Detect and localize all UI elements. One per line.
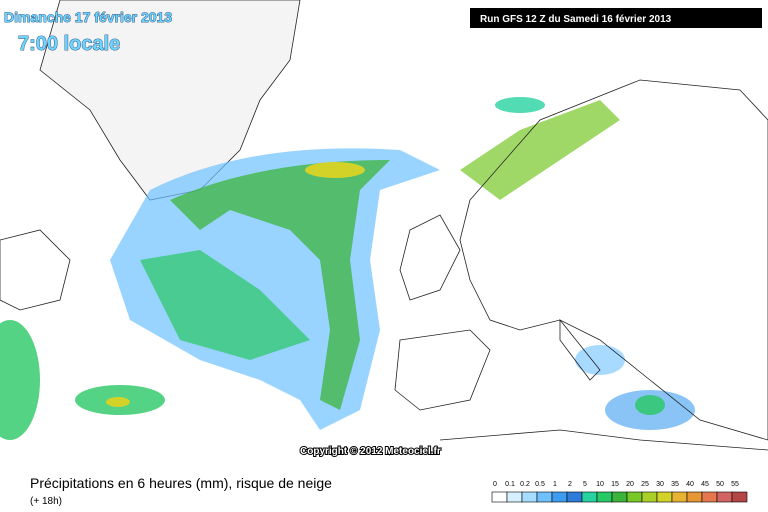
legend-swatch — [716, 491, 733, 503]
legend-label: 15 — [611, 481, 619, 488]
legend-swatch — [641, 491, 658, 503]
precip-green — [0, 320, 40, 440]
precip-core — [106, 397, 130, 407]
precip-green — [495, 97, 545, 113]
legend-label: 2 — [568, 481, 572, 488]
legend-swatch — [536, 491, 553, 503]
legend-label: 40 — [686, 481, 694, 488]
legend-swatch — [581, 491, 598, 503]
legend-label: 35 — [671, 481, 679, 488]
run: Run GFS 12 Z du Samedi 16 février 2013 — [480, 14, 672, 25]
legend-label: 10 — [596, 481, 604, 488]
british-isles — [399, 214, 461, 301]
time: 7:00 locale — [18, 33, 120, 55]
precip-green — [140, 250, 310, 360]
legend-label: 5 — [583, 481, 587, 488]
run-box — [470, 8, 762, 28]
date: Dimanche 17 février 2013 — [4, 9, 172, 25]
iberia — [394, 329, 491, 411]
legend-swatch — [611, 491, 628, 503]
legend-swatch — [551, 491, 568, 503]
legend-label: 0 — [493, 481, 497, 488]
copyright: Copyright © 2012 Meteociel.fr — [300, 446, 441, 457]
legend-label: 25 — [641, 481, 649, 488]
legend-label: 1 — [553, 481, 557, 488]
legend-swatch — [491, 491, 508, 503]
legend-label: 0.2 — [520, 481, 530, 488]
precip-core — [305, 162, 365, 178]
legend-label: 20 — [626, 481, 634, 488]
legend-label: 0.5 — [535, 481, 545, 488]
legend: 0 0.1 0.2 0.5 1 2 5 10 15 20 25 30 35 40 45 50 55 — [491, 481, 748, 503]
legend-swatch — [596, 491, 613, 503]
precip-blue — [575, 345, 625, 375]
legend-label: 30 — [656, 481, 664, 488]
legend-swatch — [731, 491, 748, 503]
legend-swatch — [686, 491, 703, 503]
legend-label: 0.1 — [505, 481, 515, 488]
precip-green — [170, 160, 390, 410]
canada-coast — [0, 229, 71, 311]
legend-swatch — [701, 491, 718, 503]
legend-swatch — [626, 491, 643, 503]
footer-bg — [0, 468, 768, 512]
precip-green — [460, 100, 620, 200]
legend-label: 45 — [701, 481, 709, 488]
legend-swatch — [566, 491, 583, 503]
legend-swatch — [656, 491, 673, 503]
legend-swatch — [521, 491, 538, 503]
precip-green — [635, 395, 665, 415]
legend-label: 55 — [731, 481, 739, 488]
legend-swatch — [671, 491, 688, 503]
footer-title: Précipitations en 6 heures (mm), risque … — [30, 475, 332, 491]
footer-lead: (+ 18h) — [30, 496, 62, 507]
europe-coast — [459, 79, 768, 441]
legend-swatch — [506, 491, 523, 503]
africa-coast — [439, 429, 768, 451]
legend-label: 50 — [716, 481, 724, 488]
italy — [559, 318, 601, 381]
